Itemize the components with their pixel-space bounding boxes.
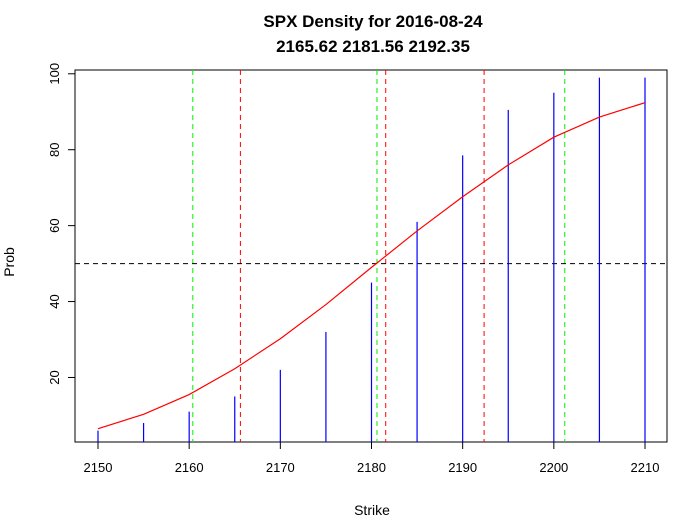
chart-subtitle: 2165.62 2181.56 2192.35 — [276, 37, 470, 56]
x-tick-label: 2160 — [175, 460, 204, 475]
x-tick-label: 2150 — [84, 460, 113, 475]
y-axis-label: Prob — [1, 247, 17, 277]
density-curve — [97, 102, 646, 430]
x-axis-label: Strike — [354, 502, 390, 518]
x-tick-label: 2170 — [266, 460, 295, 475]
x-tick-label: 2190 — [448, 460, 477, 475]
y-tick-label: 40 — [47, 294, 62, 308]
x-tick-label: 2210 — [631, 460, 660, 475]
y-tick-label: 100 — [47, 63, 62, 85]
x-tick-label: 2200 — [539, 460, 568, 475]
chart-title: SPX Density for 2016-08-24 — [263, 12, 483, 31]
y-tick-label: 20 — [47, 370, 62, 384]
y-tick-label: 80 — [47, 142, 62, 156]
x-tick-label: 2180 — [357, 460, 386, 475]
y-tick-label: 60 — [47, 218, 62, 232]
